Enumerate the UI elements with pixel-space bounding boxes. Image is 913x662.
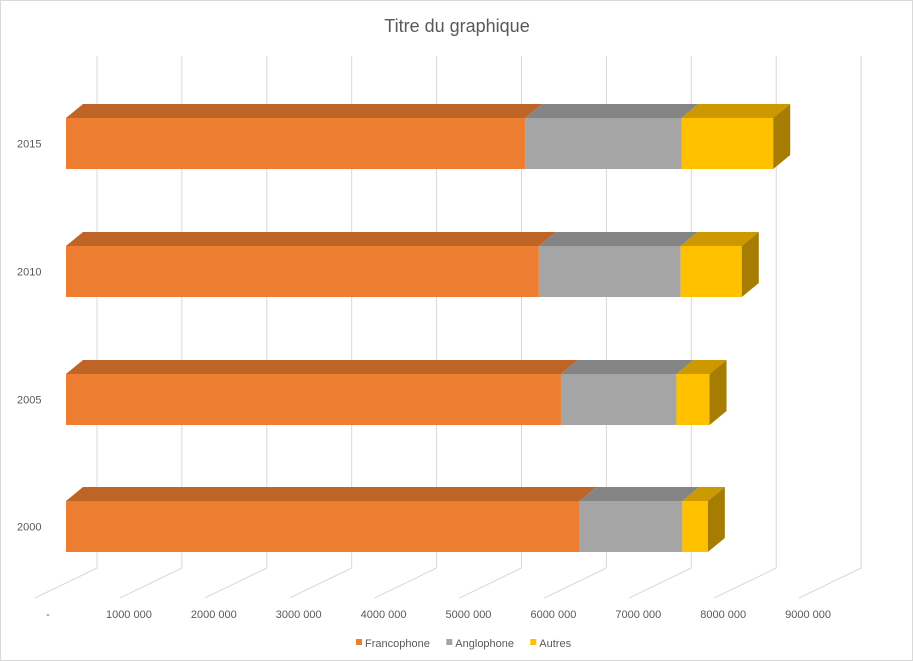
y-tick-label: 2015 — [17, 139, 41, 151]
bar-top-face — [525, 104, 699, 118]
bar-anglophone-2015 — [525, 104, 699, 169]
floor-gridline — [289, 567, 352, 599]
bar-front-face — [525, 118, 682, 169]
bar-top-face — [676, 360, 727, 374]
legend-item-anglophone: Anglophone — [446, 638, 514, 650]
bar-top-face — [66, 487, 597, 501]
y-tick-label: 2000 — [17, 522, 41, 534]
bar-front-face — [681, 118, 774, 169]
bar-autres-2015 — [681, 104, 791, 169]
legend-label: Francophone — [365, 638, 430, 650]
bar-front-face — [538, 246, 681, 297]
chart-title: Titre du graphique — [384, 16, 529, 36]
bar-front-face — [579, 501, 683, 552]
bar-front-face — [66, 374, 561, 425]
x-tick-label: 3000 000 — [276, 609, 322, 621]
bar-autres-2005 — [676, 360, 727, 425]
floor-gridline — [713, 567, 777, 599]
x-tick-label: 4000 000 — [361, 609, 407, 621]
bar-side-face — [741, 232, 759, 297]
bar-francophone-2010 — [66, 232, 556, 297]
bar-anglophone-2010 — [538, 232, 698, 297]
floor-gridline — [544, 567, 607, 599]
x-tick-label: 7000 000 — [615, 609, 661, 621]
bar-front-face — [682, 501, 708, 552]
legend-swatch — [530, 639, 537, 645]
legend-label: Autres — [539, 638, 571, 650]
x-tick-label: 8000 000 — [700, 609, 746, 621]
y-tick-label: 2010 — [17, 267, 41, 279]
x-tick-label: 9000 000 — [785, 609, 831, 621]
legend-item-francophone: Francophone — [356, 638, 430, 650]
floor-gridline — [119, 567, 183, 599]
bar-top-face — [560, 360, 694, 374]
x-tick-label: 2000 000 — [191, 609, 237, 621]
bar-francophone-2005 — [66, 360, 578, 425]
y-axis-labels: 2000 2005 2010 2015 — [17, 139, 41, 534]
floor-gridline — [459, 567, 522, 599]
bar-anglophone-2000 — [579, 487, 700, 552]
bar-side-face — [707, 487, 725, 552]
bar-front-face — [676, 374, 710, 425]
bar-front-face — [66, 246, 539, 297]
bar-francophone-2000 — [66, 487, 597, 552]
bar-side-face — [773, 104, 791, 169]
bar-top-face — [681, 104, 791, 118]
bar-top-face — [66, 232, 556, 246]
floor-gridline — [629, 567, 692, 599]
legend-swatch — [356, 639, 362, 645]
bar-top-face — [682, 487, 725, 501]
bar-top-face — [66, 360, 578, 374]
x-tick-label: 6000 000 — [530, 609, 576, 621]
floor-gridline — [374, 567, 437, 599]
floor-gridline — [34, 567, 98, 599]
bars — [66, 104, 791, 552]
floor-gridline — [204, 567, 268, 599]
bar-front-face — [66, 118, 526, 169]
bar-top-face — [66, 104, 543, 118]
x-tick-label: - — [46, 609, 50, 621]
bar-front-face — [66, 501, 580, 552]
bar-top-face — [579, 487, 700, 501]
bar-top-face — [538, 232, 698, 246]
bar-autres-2010 — [680, 232, 759, 297]
x-tick-label: 5000 000 — [446, 609, 492, 621]
legend-swatch — [446, 639, 453, 645]
bar-front-face — [680, 246, 742, 297]
legend: Francophone Anglophone Autres — [356, 638, 572, 650]
floor-gridline — [798, 567, 862, 599]
bar-anglophone-2005 — [560, 360, 694, 425]
bar-francophone-2015 — [66, 104, 543, 169]
bar-autres-2000 — [682, 487, 725, 552]
x-axis-labels: - 1000 000 2000 000 3000 000 4000 000 5000 00… — [46, 609, 831, 621]
legend-label: Anglophone — [455, 638, 514, 650]
legend-item-autres: Autres — [530, 638, 572, 650]
bar-front-face — [560, 374, 677, 425]
bar-top-face — [680, 232, 759, 246]
y-tick-label: 2005 — [17, 395, 41, 407]
x-tick-label: 1000 000 — [106, 609, 152, 621]
bar-side-face — [709, 360, 727, 425]
